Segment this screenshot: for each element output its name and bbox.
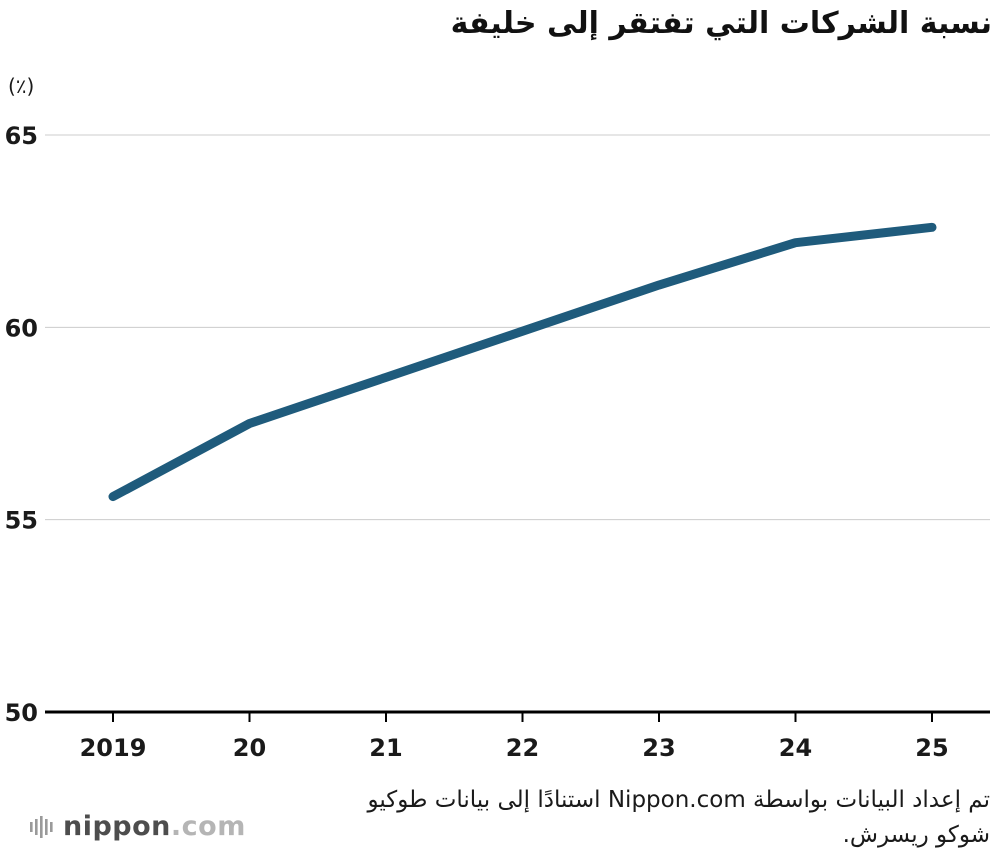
y-tick-label: 60 <box>5 314 38 342</box>
chart-title: نسبة الشركات التي تفتقر إلى خليفة <box>450 6 992 41</box>
logo-text-com: .com <box>170 811 246 842</box>
x-tick-label: 21 <box>369 734 402 762</box>
source-note: تم إعداد البيانات بواسطة Nippon.com استن… <box>367 783 990 852</box>
source-note-line1: تم إعداد البيانات بواسطة Nippon.com استن… <box>367 787 990 813</box>
x-axis: 2019 20 21 22 23 24 25 <box>80 713 949 762</box>
series-line <box>108 222 937 502</box>
y-axis-labels: 50 55 60 65 <box>5 122 38 727</box>
source-note-line2: شوكو ريسرش. <box>842 821 990 848</box>
y-tick-label: 50 <box>5 699 38 727</box>
x-tick-label: 24 <box>779 734 812 762</box>
y-tick-label: 55 <box>5 507 38 535</box>
line-chart: 50 55 60 65 2019 20 21 22 23 24 25 <box>5 122 990 762</box>
nippon-logo-icon <box>30 815 53 838</box>
logo-text: nippon.com <box>63 811 246 842</box>
x-tick-label: 25 <box>915 734 948 762</box>
series-line-path <box>108 222 937 502</box>
y-tick-label: 65 <box>5 122 38 150</box>
y-axis-unit-label: (٪) <box>8 74 35 98</box>
x-tick-label: 2019 <box>80 734 147 762</box>
x-tick-label: 22 <box>506 734 539 762</box>
gridlines <box>45 134 990 714</box>
x-tick-label: 23 <box>642 734 675 762</box>
logo-text-nippon: nippon <box>63 811 171 842</box>
nippon-logo: nippon.com <box>30 811 246 842</box>
x-tick-label: 20 <box>233 734 266 762</box>
